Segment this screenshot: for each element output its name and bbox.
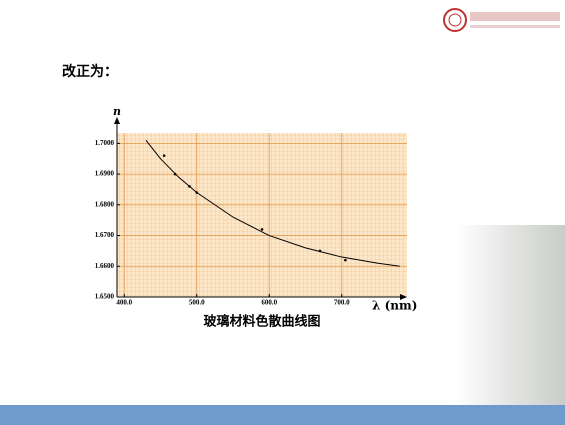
data-point	[188, 185, 191, 188]
x-tick-label: 600.0	[261, 299, 277, 307]
chart: 1.6500 1.6600 1.6700 1.6800 1.6900 1.7000 400.…	[95, 133, 407, 307]
y-axis-label: n	[113, 105, 121, 118]
x-tick-label: 400.0	[116, 299, 132, 307]
y-tick-label: 1.6500	[95, 293, 115, 301]
data-point	[162, 154, 166, 157]
building-image	[455, 225, 565, 405]
footer-bar	[0, 405, 565, 425]
y-arrow	[114, 117, 120, 124]
y-tick-label: 1.6700	[95, 231, 115, 239]
fit-curve	[145, 139, 400, 267]
data-point	[344, 258, 347, 262]
x-tick-label: 700.0	[334, 299, 350, 307]
data-point	[260, 228, 264, 231]
x-arrow	[400, 294, 407, 300]
x-tick-label: 500.0	[189, 299, 205, 307]
data-point	[195, 191, 199, 194]
plot-area	[117, 133, 407, 297]
y-tick-label: 1.6800	[95, 200, 115, 208]
data-point	[173, 172, 177, 176]
data-point	[318, 249, 322, 253]
y-tick-label: 1.6900	[95, 170, 115, 178]
y-tick-label: 1.6600	[95, 262, 115, 270]
x-axis-label: λ (nm)	[372, 299, 417, 313]
heading: 改正为：	[62, 63, 118, 80]
logo	[443, 8, 560, 32]
y-tick-label: 1.7000	[95, 139, 115, 147]
chart-caption: 玻璃材料色散曲线图	[203, 314, 320, 330]
